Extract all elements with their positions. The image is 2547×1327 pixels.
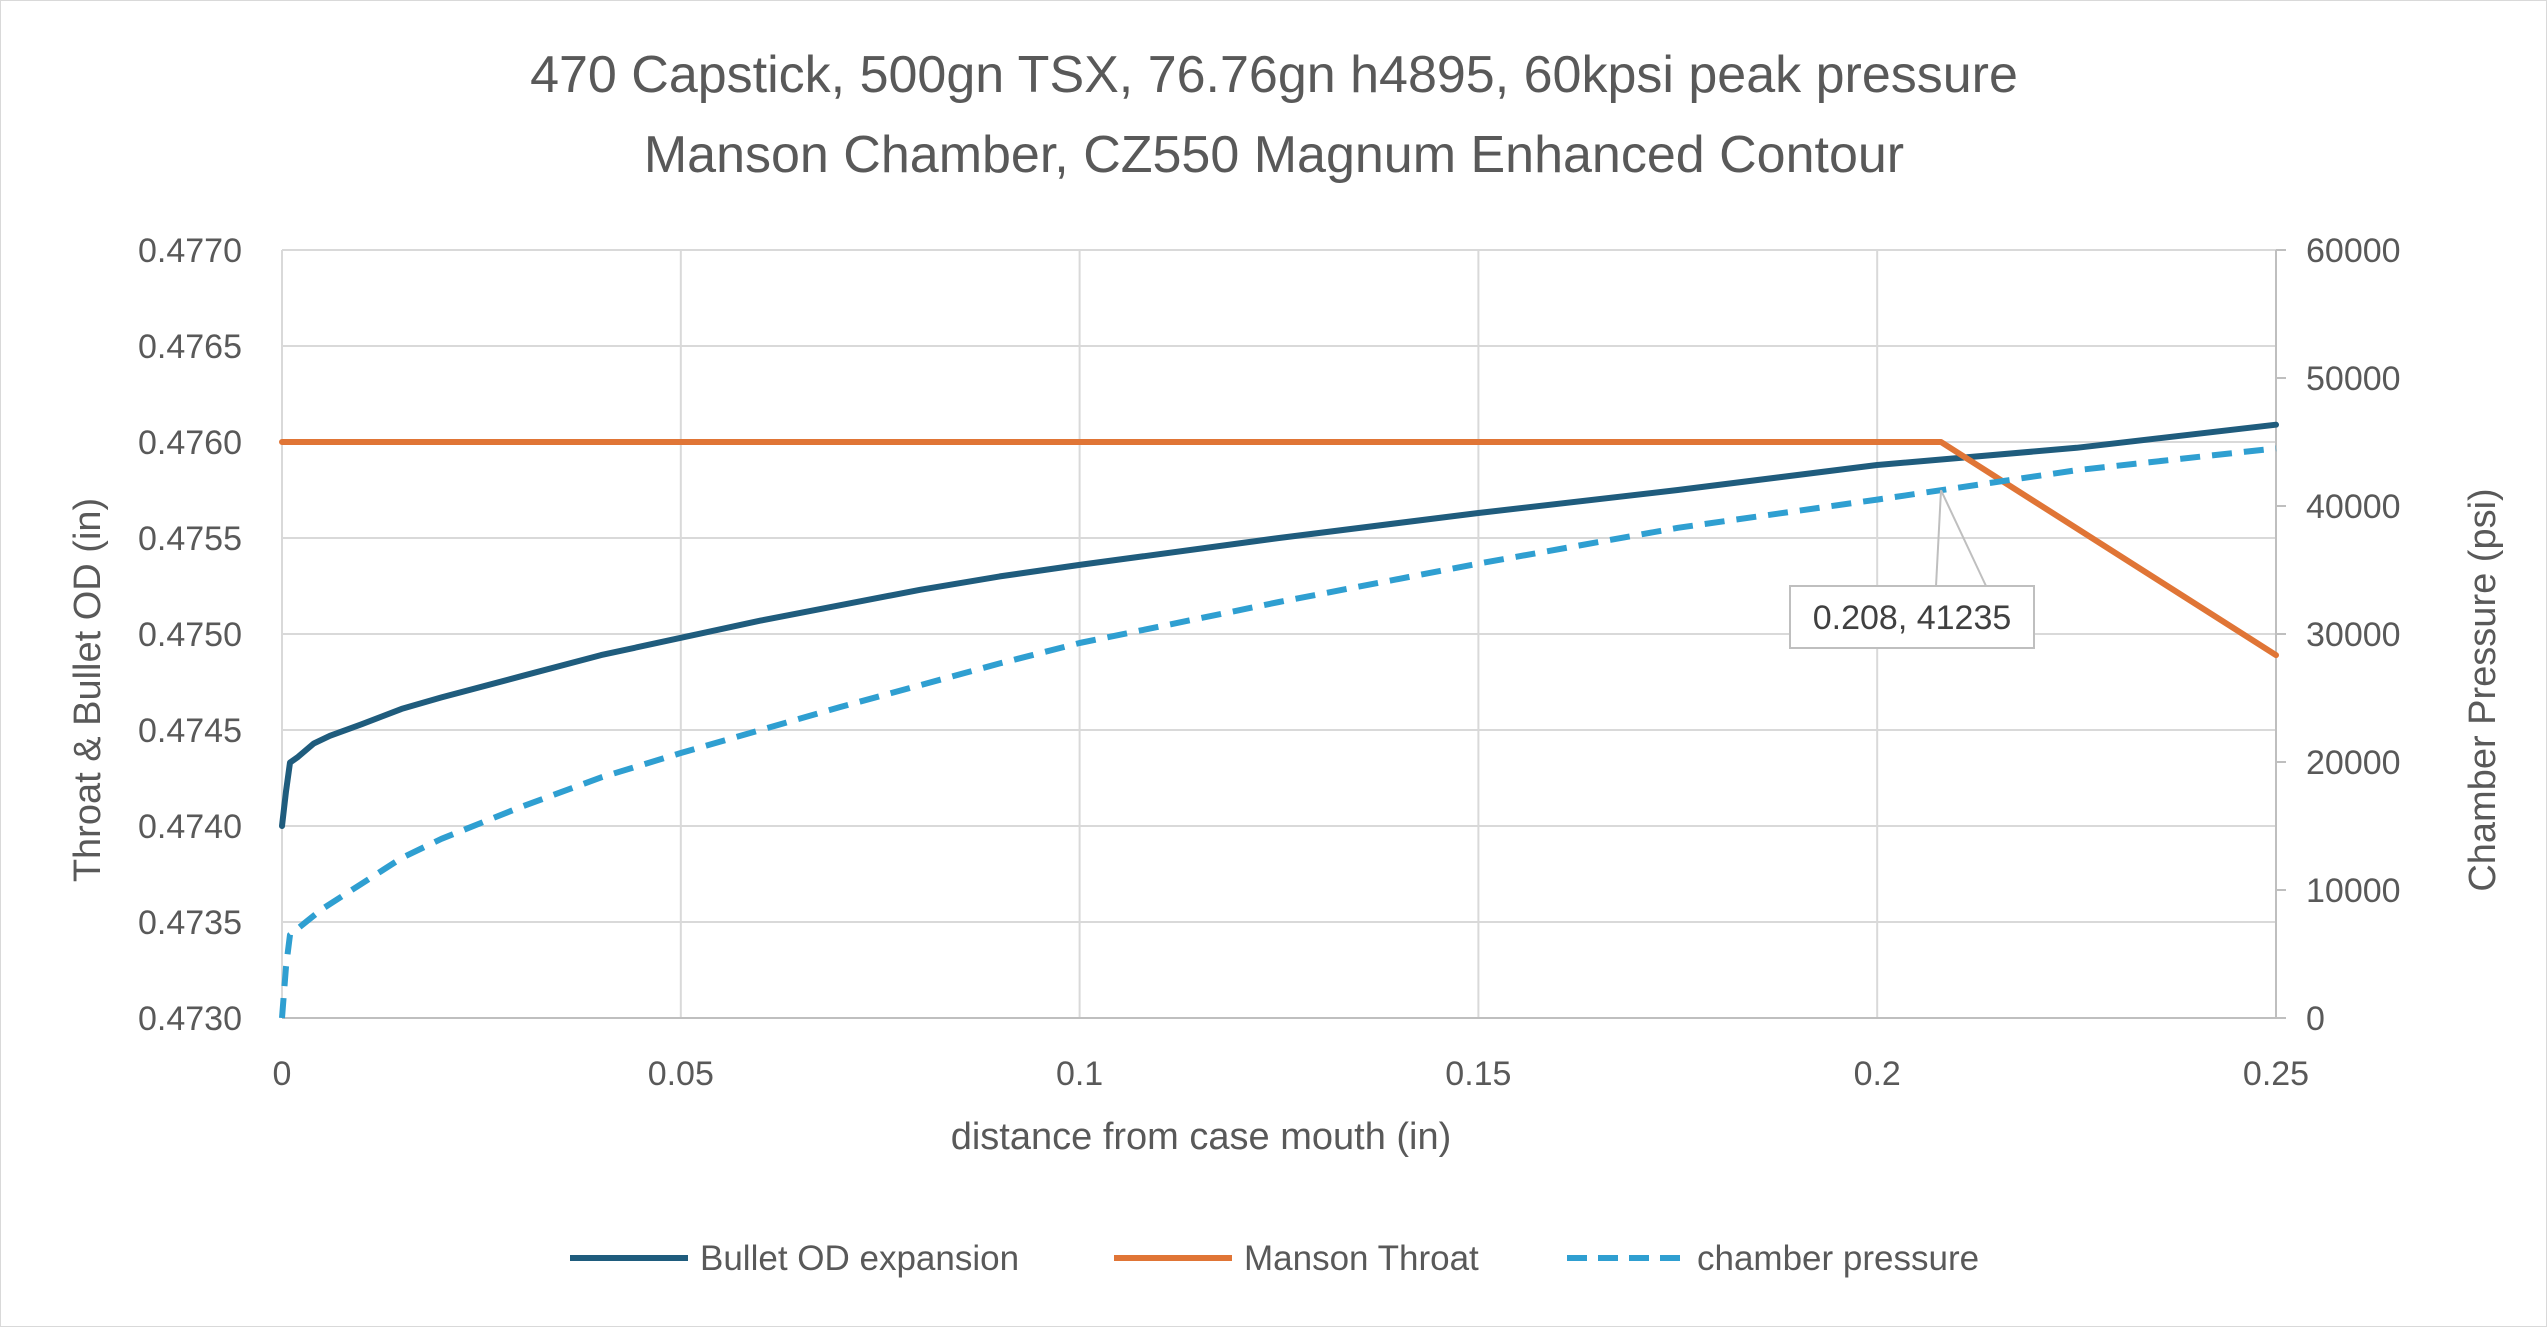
legend-label: Bullet OD expansion [700,1239,1019,1278]
y-axis-title: Throat & Bullet OD (in) [67,498,109,882]
x-tick-label: 0 [273,1055,292,1093]
y-tick-label: 0.4735 [138,904,242,942]
y-tick-label: 0.4770 [138,232,242,270]
x-tick-label: 0.2 [1854,1055,1901,1093]
callout-leader-2 [1940,489,1987,587]
y-tick-label: 0.4740 [138,808,242,846]
callout-label: 0.208, 41235 [1813,599,2012,637]
y2-tick-label: 50000 [2306,360,2401,398]
legend: Bullet OD expansion Manson Throat chamber … [570,1239,1979,1278]
y-tick-label: 0.4765 [138,328,242,366]
y2-tick-label: 40000 [2306,488,2401,526]
series-line-chamber-pressure [279,445,2277,1019]
y2-tick-label: 30000 [2306,616,2401,654]
y2-tick-label: 10000 [2306,872,2401,910]
x-axis-title: distance from case mouth (in) [951,1116,1452,1158]
y-tick-label: 0.4745 [138,712,242,750]
series-lines [279,421,2279,1019]
x-tick-label: 0.1 [1056,1055,1103,1093]
chart-title-line-1: 470 Capstick, 500gn TSX, 76.76gn h4895, … [530,46,2018,104]
x-tick-label: 0.05 [648,1055,714,1093]
y-tick-label: 0.4730 [138,1000,242,1038]
tick-labels: 0.4730 0.4735 0.4740 0.4745 0.4750 0.4755 0.47… [138,232,2401,1093]
series-line-bullet-od-expansion [279,421,2279,829]
chart-title-line-2: Manson Chamber, CZ550 Magnum Enhanced Co… [644,126,1904,184]
y-tick-label: 0.4760 [138,424,242,462]
axes [281,249,2286,1019]
y2-tick-label: 60000 [2306,232,2401,270]
callout-box [1789,585,2035,649]
y-tick-label: 0.4750 [138,616,242,654]
y2-axis-title: Chamber Pressure (psi) [2462,488,2504,891]
legend-label: chamber pressure [1697,1239,1979,1278]
x-tick-label: 0.25 [2243,1055,2309,1093]
series-line-manson-throat [279,439,2279,659]
legend-label: Manson Throat [1244,1239,1479,1278]
x-tick-label: 0.15 [1445,1055,1511,1093]
y2-tick-label: 20000 [2306,744,2401,782]
data-callout: 0.208, 41235 [1789,489,2035,649]
y2-tick-label: 0 [2306,1000,2325,1038]
y-tick-label: 0.4755 [138,520,242,558]
